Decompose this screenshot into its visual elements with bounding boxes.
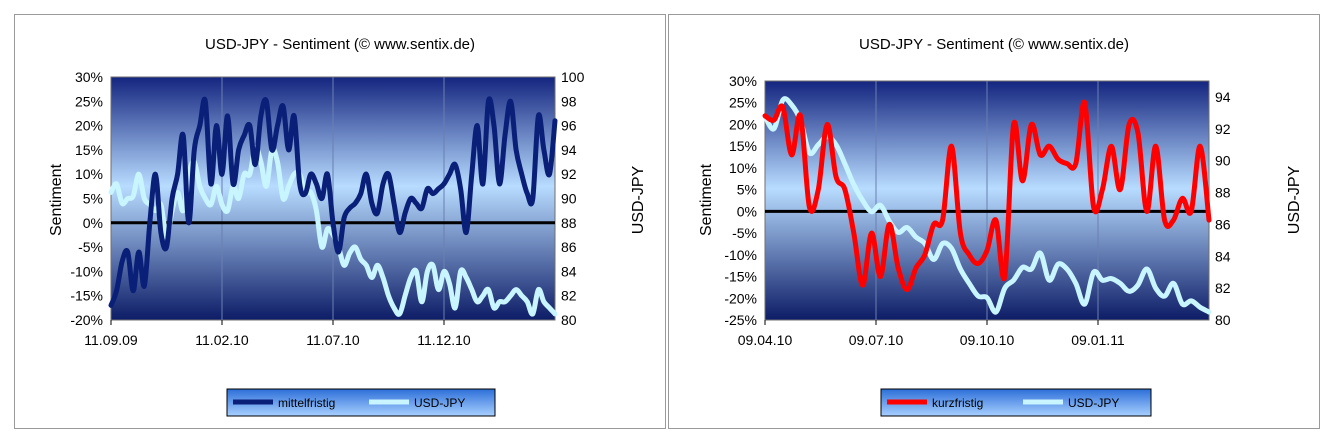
y2-tick-label: 86 xyxy=(1215,216,1231,232)
x-tick-label: 11.12.10 xyxy=(417,332,471,348)
legend-label-mittelfristig: mittelfristig xyxy=(278,396,335,410)
x-tick-label: 09.04.10 xyxy=(738,332,793,348)
x-tick-label: 11.02.10 xyxy=(195,332,249,348)
y2-tick-label: 96 xyxy=(561,118,577,134)
y-tick-label: 30% xyxy=(75,69,103,85)
chart-title: USD-JPY - Sentiment (© www.sentix.de) xyxy=(859,36,1129,53)
y-tick-label: -5% xyxy=(732,225,757,241)
y2-tick-label: 88 xyxy=(561,215,577,231)
y-axis-title: Sentiment xyxy=(48,163,65,236)
y-tick-label: 15% xyxy=(75,142,103,158)
y2-tick-label: 92 xyxy=(561,166,577,182)
x-axis-ticks: 09.04.10 09.07.10 09.10.10 09.01.11 xyxy=(738,320,1125,348)
y-tick-label: -25% xyxy=(724,312,757,328)
y-tick-label: 25% xyxy=(729,95,757,111)
chart-title: USD-JPY - Sentiment (© www.sentix.de) xyxy=(205,36,475,53)
y-tick-label: -15% xyxy=(724,269,757,285)
y-tick-label: 20% xyxy=(75,118,103,134)
y-tick-label: 10% xyxy=(75,166,103,182)
y-tick-label: -20% xyxy=(724,290,757,306)
right-axis-ticks: 80 82 84 86 88 90 92 94 96 98 100 xyxy=(561,69,585,328)
y-tick-label: 30% xyxy=(729,73,757,89)
x-tick-label: 11.07.10 xyxy=(306,332,360,348)
y2-axis-title: USD-JPY xyxy=(630,165,647,234)
y-tick-label: 15% xyxy=(729,138,757,154)
y-tick-label: -10% xyxy=(70,263,103,279)
y-tick-label: -20% xyxy=(70,312,103,328)
y-tick-label: 5% xyxy=(737,182,757,198)
y-tick-label: 0% xyxy=(83,215,103,231)
left-axis-ticks: -20% -15% -10% -5% 0% 5% 10% 15% 20% 25% 30% xyxy=(70,69,103,328)
y2-tick-label: 84 xyxy=(1215,248,1231,264)
legend-label-usd-jpy: USD-JPY xyxy=(414,396,465,410)
legend: kurzfristig USD-JPY xyxy=(880,388,1152,417)
series-line-mittelfristig xyxy=(108,96,558,308)
y2-tick-label: 92 xyxy=(1215,121,1231,137)
x-tick-label: 09.01.11 xyxy=(1071,332,1125,348)
y-tick-label: 25% xyxy=(75,93,103,109)
legend: mittelfristig USD-JPY xyxy=(226,388,496,417)
y-tick-label: 20% xyxy=(729,116,757,132)
legend-label-usd-jpy: USD-JPY xyxy=(1068,396,1119,410)
y-tick-label: 0% xyxy=(737,203,757,219)
x-tick-label: 11.09.09 xyxy=(84,332,138,348)
y-tick-label: 10% xyxy=(729,160,757,176)
chart-panel-mittelfristig: USD-JPY - Sentiment (© www.sentix.de) -2… xyxy=(14,14,666,429)
series-line-usd-jpy xyxy=(762,96,1212,315)
x-tick-label: 09.10.10 xyxy=(960,332,1015,348)
chart-svg: USD-JPY - Sentiment (© www.sentix.de) -2… xyxy=(698,36,1303,417)
chart-svg: USD-JPY - Sentiment (© www.sentix.de) -2… xyxy=(48,36,647,417)
y-axis-title: Sentiment xyxy=(698,163,715,236)
y2-tick-label: 86 xyxy=(561,239,577,255)
y2-tick-label: 94 xyxy=(561,142,577,158)
y2-tick-label: 100 xyxy=(561,69,585,85)
y2-tick-label: 90 xyxy=(1215,153,1231,169)
y2-tick-label: 94 xyxy=(1215,89,1231,105)
y2-tick-label: 82 xyxy=(561,288,577,304)
y2-tick-label: 98 xyxy=(561,93,577,109)
left-axis-ticks: -25% -20% -15% -10% -5% 0% 5% 10% 15% 20% 25% 30% xyxy=(724,73,757,328)
right-axis-ticks: 80 82 84 86 88 90 92 94 xyxy=(1215,89,1231,328)
y-tick-label: -5% xyxy=(78,239,103,255)
y-tick-label: -10% xyxy=(724,247,757,263)
x-axis-ticks: 11.09.09 11.02.10 11.07.10 11.12.10 xyxy=(84,320,471,348)
y2-tick-label: 84 xyxy=(561,263,577,279)
y2-tick-label: 90 xyxy=(561,191,577,207)
y-tick-label: -15% xyxy=(70,288,103,304)
x-tick-label: 09.07.10 xyxy=(849,332,904,348)
y2-tick-label: 88 xyxy=(1215,185,1231,201)
y2-tick-label: 82 xyxy=(1215,280,1231,296)
series-line-kurzfristig xyxy=(762,100,1212,293)
chart-panel-kurzfristig: USD-JPY - Sentiment (© www.sentix.de) -2… xyxy=(668,14,1320,429)
y2-axis-title: USD-JPY xyxy=(1286,165,1303,234)
y2-tick-label: 80 xyxy=(1215,312,1231,328)
legend-label-kurzfristig: kurzfristig xyxy=(932,396,983,410)
y2-tick-label: 80 xyxy=(561,312,577,328)
y-tick-label: 5% xyxy=(83,191,103,207)
